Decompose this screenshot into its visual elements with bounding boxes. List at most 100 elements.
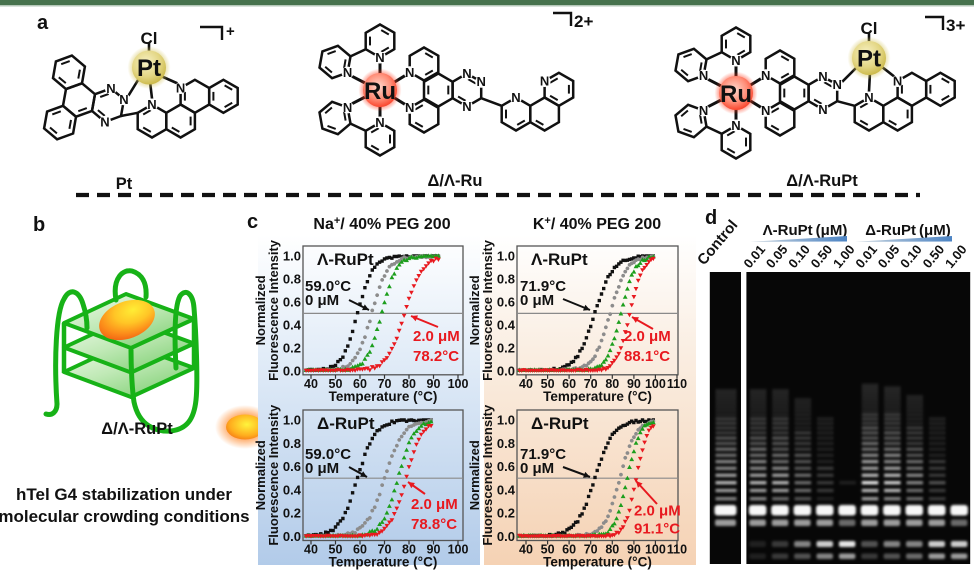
svg-text:Normalized: Normalized [253, 275, 268, 345]
svg-text:Λ-RuPt: Λ-RuPt [531, 250, 588, 269]
svg-text:Δ-RuPt: Δ-RuPt [531, 414, 589, 433]
svg-text:N: N [511, 90, 520, 105]
svg-text:N: N [818, 69, 827, 84]
svg-text:40: 40 [519, 543, 533, 557]
svg-text:40: 40 [304, 377, 318, 391]
svg-text:1.0: 1.0 [283, 249, 301, 264]
svg-text:Pt: Pt [137, 55, 161, 82]
svg-text:N: N [699, 68, 708, 83]
svg-text:Pt: Pt [857, 46, 881, 73]
svg-text:100: 100 [645, 543, 666, 557]
svg-text:2.0 μM: 2.0 μM [634, 503, 681, 520]
svg-text:100: 100 [645, 377, 666, 391]
svg-text:Normalized: Normalized [467, 275, 482, 345]
svg-text:N: N [405, 100, 414, 115]
svg-text:3+: 3+ [946, 16, 965, 35]
svg-text:Temperature (°C): Temperature (°C) [329, 555, 438, 570]
svg-text:N: N [761, 68, 770, 83]
svg-text:0 μM: 0 μM [520, 292, 554, 309]
svg-text:0.2: 0.2 [497, 506, 515, 521]
svg-text:80: 80 [605, 377, 619, 391]
svg-text:50: 50 [329, 377, 343, 391]
svg-text:b: b [33, 214, 45, 236]
svg-text:N: N [761, 103, 770, 118]
svg-text:0.4: 0.4 [497, 317, 516, 332]
svg-text:0.6: 0.6 [497, 294, 515, 309]
svg-text:Pt: Pt [116, 175, 133, 193]
svg-text:molecular crowding conditions: molecular crowding conditions [0, 507, 250, 526]
svg-text:59.0°C: 59.0°C [305, 446, 351, 463]
svg-text:N: N [462, 99, 471, 114]
svg-text:60: 60 [562, 377, 576, 391]
svg-text:N: N [893, 74, 902, 89]
svg-text:0.6: 0.6 [283, 459, 301, 474]
svg-text:c: c [247, 211, 258, 233]
svg-text:N: N [147, 97, 156, 112]
svg-text:N: N [176, 81, 185, 96]
svg-text:80: 80 [402, 377, 416, 391]
svg-text:0.6: 0.6 [283, 294, 301, 309]
svg-text:1.0: 1.0 [283, 413, 301, 428]
svg-text:0.6: 0.6 [497, 459, 515, 474]
svg-text:N: N [833, 77, 842, 92]
svg-text:0.2: 0.2 [497, 340, 515, 355]
svg-text:N: N [818, 102, 827, 117]
svg-text:0 μM: 0 μM [305, 292, 339, 309]
svg-text:59.0°C: 59.0°C [305, 278, 351, 295]
svg-text:100: 100 [448, 377, 469, 391]
svg-text:N: N [462, 66, 471, 81]
svg-text:Δ-RuPt (μM): Δ-RuPt (μM) [865, 222, 950, 239]
svg-text:N: N [731, 118, 740, 133]
svg-text:2.0 μM: 2.0 μM [624, 328, 671, 345]
svg-text:+: + [226, 23, 235, 40]
svg-text:70: 70 [378, 543, 392, 557]
svg-text:0.0: 0.0 [283, 363, 301, 378]
svg-text:Temperature (°C): Temperature (°C) [329, 389, 438, 404]
svg-text:0.0: 0.0 [497, 529, 515, 544]
svg-text:80: 80 [605, 543, 619, 557]
svg-text:Δ/Λ-RuPt: Δ/Λ-RuPt [101, 420, 173, 438]
svg-text:90: 90 [627, 377, 641, 391]
svg-text:d: d [705, 207, 717, 229]
svg-text:N: N [343, 65, 352, 80]
svg-text:110: 110 [667, 377, 687, 391]
svg-text:0.2: 0.2 [283, 506, 301, 521]
svg-text:50: 50 [329, 543, 343, 557]
svg-text:Δ-RuPt: Δ-RuPt [317, 414, 375, 433]
svg-text:90: 90 [427, 543, 441, 557]
svg-text:0.8: 0.8 [497, 436, 515, 451]
svg-text:Na+/ 40% PEG 200: Na+/ 40% PEG 200 [313, 215, 450, 233]
svg-text:40: 40 [304, 543, 318, 557]
svg-text:0.8: 0.8 [283, 436, 301, 451]
svg-text:2+: 2+ [574, 12, 593, 31]
svg-text:N: N [864, 90, 873, 105]
svg-text:90: 90 [427, 377, 441, 391]
svg-text:110: 110 [667, 543, 687, 557]
svg-text:Normalized: Normalized [253, 440, 268, 510]
svg-text:N: N [375, 115, 384, 130]
svg-text:0.4: 0.4 [283, 482, 302, 497]
svg-text:90: 90 [627, 543, 641, 557]
svg-text:78.8°C: 78.8°C [411, 516, 457, 533]
svg-text:78.2°C: 78.2°C [413, 348, 459, 365]
svg-text:0.0: 0.0 [497, 363, 515, 378]
svg-text:2.0 μM: 2.0 μM [411, 496, 458, 513]
svg-text:50: 50 [541, 543, 555, 557]
svg-text:70: 70 [584, 377, 598, 391]
svg-text:40: 40 [519, 377, 533, 391]
svg-text:N: N [731, 53, 740, 68]
svg-text:0 μM: 0 μM [520, 460, 554, 477]
svg-text:N: N [699, 103, 708, 118]
svg-text:Δ/Λ-Ru: Δ/Λ-Ru [428, 172, 483, 190]
svg-text:50: 50 [541, 377, 555, 391]
svg-text:Normalized: Normalized [467, 440, 482, 510]
svg-text:N: N [375, 50, 384, 65]
svg-text:60: 60 [562, 543, 576, 557]
svg-text:0 μM: 0 μM [305, 460, 339, 477]
svg-text:88.1°C: 88.1°C [624, 348, 670, 365]
svg-text:a: a [37, 12, 49, 34]
svg-text:Temperature (°C): Temperature (°C) [543, 389, 652, 404]
svg-text:Λ-RuPt (μM): Λ-RuPt (μM) [763, 222, 848, 239]
svg-text:Cl: Cl [141, 29, 158, 48]
svg-text:60: 60 [353, 377, 367, 391]
